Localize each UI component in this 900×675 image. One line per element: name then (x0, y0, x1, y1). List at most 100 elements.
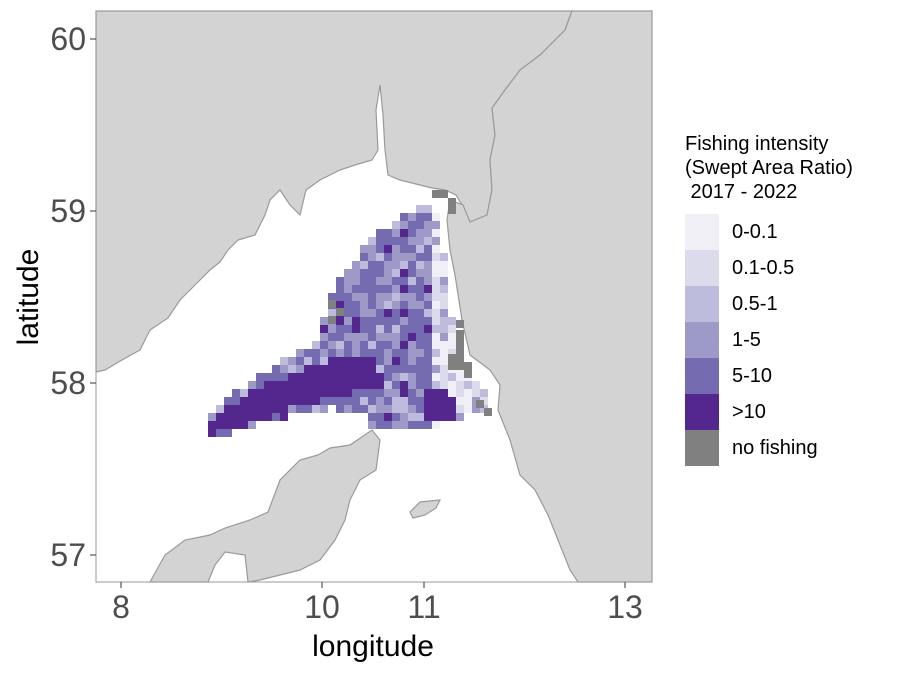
x-tick-label: 10 (304, 589, 340, 625)
fishing-cell (424, 213, 432, 221)
fishing-cell (432, 349, 440, 357)
fishing-cell (400, 413, 408, 421)
fishing-cell (376, 237, 384, 245)
fishing-cell (336, 405, 344, 413)
fishing-cell (360, 349, 368, 357)
fishing-cell (320, 349, 328, 357)
fishing-cell (336, 341, 344, 349)
fishing-cell (296, 357, 304, 365)
x-tick-label: 13 (607, 589, 643, 625)
fishing-cell (376, 269, 384, 277)
legend-label: >10 (732, 400, 766, 423)
fishing-cell (344, 325, 352, 333)
fishing-cell (376, 245, 384, 253)
fishing-cell (304, 381, 312, 389)
fishing-cell (208, 413, 216, 421)
fishing-cell (368, 357, 376, 365)
fishing-cell (400, 245, 408, 253)
legend-item: 0-0.1 (685, 214, 895, 250)
fishing-cell (408, 421, 416, 429)
fishing-cell (328, 397, 336, 405)
fishing-cell (416, 237, 424, 245)
fishing-cell (400, 325, 408, 333)
legend-key (685, 214, 719, 250)
fishing-cell (408, 349, 416, 357)
fishing-cell (280, 397, 288, 405)
y-tick-label: 60 (50, 21, 86, 57)
fishing-cell (392, 389, 400, 397)
fishing-cell (320, 373, 328, 381)
legend-key (685, 358, 719, 394)
fishing-cell (328, 381, 336, 389)
legend-items: 0-0.1 0.1-0.5 0.5-1 1-5 5-10 >10 no fish… (685, 214, 895, 466)
fishing-cell (360, 269, 368, 277)
fishing-cell (344, 285, 352, 293)
fishing-cell (392, 261, 400, 269)
fishing-cell (304, 365, 312, 373)
fishing-cell (484, 408, 492, 416)
fishing-cell (432, 373, 440, 381)
fishing-cell (432, 397, 440, 405)
fishing-cell (288, 397, 296, 405)
fishing-cell (280, 365, 288, 373)
fishing-cell (408, 365, 416, 373)
x-tick-label: 8 (112, 589, 130, 625)
y-axis-title: latitude (12, 249, 45, 346)
fishing-cell (376, 301, 384, 309)
fishing-cell (320, 397, 328, 405)
fishing-cell (248, 381, 256, 389)
legend-item: 0.5-1 (685, 286, 895, 322)
fishing-cell (384, 373, 392, 381)
fishing-cell (440, 397, 448, 405)
fishing-cell (464, 397, 472, 405)
fishing-cell (208, 429, 216, 437)
fishing-cell (416, 341, 424, 349)
fishing-cell (368, 341, 376, 349)
fishing-cell (384, 253, 392, 261)
fishing-cell (424, 373, 432, 381)
fishing-cell (400, 349, 408, 357)
fishing-cell (248, 413, 256, 421)
fishing-cell (448, 405, 456, 413)
fishing-cell (392, 357, 400, 365)
fishing-cell (464, 362, 472, 370)
fishing-cell (464, 370, 472, 378)
fishing-cell (280, 381, 288, 389)
fishing-cell (408, 341, 416, 349)
fishing-cell (344, 349, 352, 357)
fishing-cell (432, 381, 440, 389)
fishing-cell (384, 309, 392, 317)
fishing-cell (432, 261, 440, 269)
fishing-cell (400, 421, 408, 429)
fishing-cell (328, 325, 336, 333)
fishing-cell (424, 341, 432, 349)
fishing-cell (448, 381, 456, 389)
fishing-cell (416, 277, 424, 285)
fishing-cell (416, 205, 424, 213)
fishing-cell (456, 346, 464, 354)
fishing-cell (304, 357, 312, 365)
fishing-cell (296, 365, 304, 373)
fishing-cell (296, 389, 304, 397)
fishing-cell (408, 325, 416, 333)
fishing-cell (368, 413, 376, 421)
fishing-cell (376, 405, 384, 413)
fishing-cell (336, 293, 344, 301)
fishing-cell (384, 237, 392, 245)
x-tick-label: 11 (407, 589, 440, 625)
fishing-cell (400, 373, 408, 381)
fishing-cell (368, 381, 376, 389)
fishing-cell (344, 397, 352, 405)
fishing-cell (336, 373, 344, 381)
fishing-cell (432, 309, 440, 317)
fishing-cell (432, 277, 440, 285)
fishing-cell (432, 285, 440, 293)
fishing-cell (408, 245, 416, 253)
fishing-cell (360, 405, 368, 413)
fishing-cell (288, 357, 296, 365)
fishing-cell (328, 293, 336, 301)
fishing-cell (256, 373, 264, 381)
legend-item: 1-5 (685, 322, 895, 358)
fishing-cell (328, 349, 336, 357)
legend-swatch (685, 214, 719, 250)
